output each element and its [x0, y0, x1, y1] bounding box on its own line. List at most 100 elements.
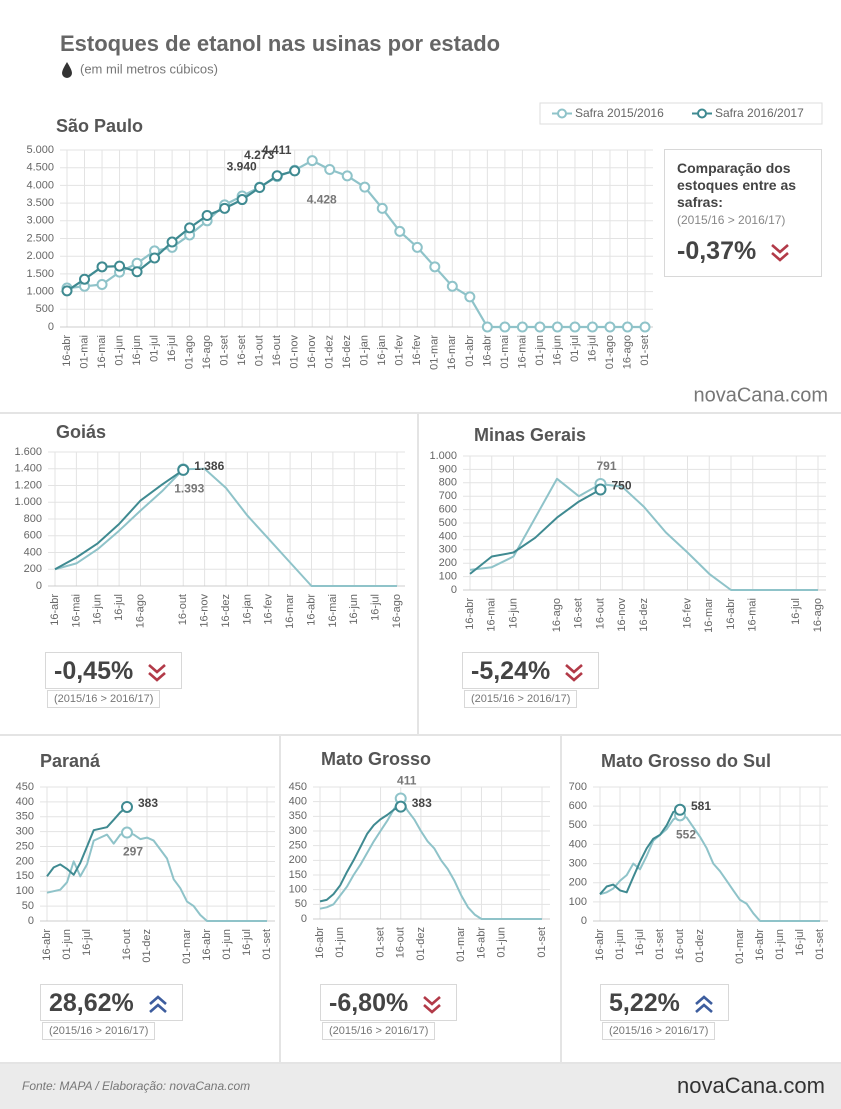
y-tick-label: 150 [16, 870, 34, 882]
page-title: Estoques de etanol nas usinas por estado [60, 31, 500, 56]
x-tick-label: 16-jul [794, 929, 806, 956]
note-box: (2015/16 > 2016/17) [322, 1022, 436, 1040]
y-tick-label: 350 [16, 811, 34, 823]
x-tick-label: 01-mai [78, 335, 90, 369]
chart-title: Mato Grosso do Sul [601, 751, 771, 771]
change-row: -0,37% [677, 237, 809, 266]
x-tick-label: 16-jun [507, 598, 519, 629]
change-box: 5,22% [600, 984, 729, 1021]
point-marker [114, 260, 126, 272]
point-marker [289, 165, 301, 177]
y-tick-label: 400 [289, 796, 307, 808]
y-tick-label: 350 [289, 810, 307, 822]
point-marker [341, 170, 353, 182]
y-tick-label: 1.000 [14, 496, 42, 508]
x-tick-label: 16-jul [370, 594, 382, 621]
value-label: 581 [691, 799, 711, 813]
x-tick-label: 01-mar [734, 929, 746, 964]
x-tick-label: 16-abr [481, 335, 493, 367]
x-tick-label: 16-dez [220, 594, 232, 628]
y-tick-label: 400 [569, 838, 587, 850]
y-tick-label: 0 [28, 915, 34, 927]
x-tick-label: 16-mai [486, 598, 498, 632]
series-line [54, 467, 397, 587]
point-marker [534, 321, 546, 333]
comparison-heading: Comparação dos estoques entre as safras: [677, 160, 797, 210]
x-tick-label: 16-abr [754, 929, 766, 961]
point-marker [121, 826, 133, 839]
x-tick-label: 16-out [395, 927, 407, 958]
x-tick-label: 01-set [219, 335, 231, 366]
y-tick-label: 1.500 [26, 268, 54, 280]
series-line [46, 831, 267, 922]
point-marker [674, 803, 686, 816]
y-tick-label: 0 [36, 580, 42, 592]
chevron [695, 994, 713, 1005]
y-tick-label: 3.500 [26, 197, 54, 209]
change-value: 5,22% [609, 989, 680, 1017]
chevron [423, 995, 442, 1006]
point-marker [429, 261, 441, 273]
y-tick-label: 1.200 [14, 479, 42, 491]
y-tick-label: 500 [569, 819, 587, 831]
y-tick-label: 300 [439, 544, 457, 556]
note-box: (2015/16 > 2016/17) [602, 1022, 716, 1040]
y-tick-label: 200 [289, 854, 307, 866]
x-tick-label: 01-set [654, 929, 666, 960]
trend-arrow [771, 243, 790, 262]
point-marker [464, 291, 476, 303]
x-tick-label: 16-jan [376, 335, 388, 366]
x-tick-label: 01-set [536, 927, 548, 958]
x-tick-label: 01-ago [604, 335, 616, 369]
series-line [46, 806, 128, 877]
x-tick-label: 16-dez [638, 598, 650, 632]
x-tick-label: 16-jul [81, 929, 93, 956]
drop-icon [62, 62, 72, 78]
point-marker [236, 194, 248, 206]
series-line [599, 808, 681, 895]
x-tick-label: 16-ago [134, 594, 146, 628]
point-marker [586, 321, 598, 333]
chevron [148, 671, 167, 682]
point-marker [201, 209, 213, 221]
change-value: -5,24% [471, 657, 551, 685]
x-tick-label: 01-jun [496, 927, 508, 958]
y-tick-label: 400 [24, 546, 42, 558]
x-tick-label: 01-dez [694, 929, 706, 963]
change-value: -6,80% [329, 989, 409, 1017]
x-tick-label: 16-out [121, 929, 133, 960]
x-tick-label: 16-mai [516, 335, 528, 369]
y-tick-label: 100 [569, 896, 587, 908]
x-tick-label: 01-mar [429, 335, 441, 370]
x-tick-label: 01-jun [221, 929, 233, 960]
x-tick-label: 16-ago [551, 598, 563, 632]
x-tick-label: 16-mar [284, 594, 296, 629]
x-tick-label: 16-abr [61, 335, 73, 367]
x-tick-label: 16-dez [341, 335, 353, 369]
y-tick-label: 450 [16, 781, 34, 793]
point-marker [271, 170, 283, 182]
note-box: (2015/16 > 2016/17) [464, 690, 578, 708]
y-tick-label: 0 [581, 915, 587, 927]
y-tick-label: 1.600 [14, 446, 42, 458]
y-tick-label: 1.000 [429, 450, 457, 462]
x-tick-label: 16-nov [199, 594, 211, 628]
x-tick-label: 16-fev [411, 335, 423, 366]
x-tick-label: 16-abr [475, 927, 487, 959]
y-tick-label: 400 [16, 796, 34, 808]
point-marker [121, 800, 133, 813]
x-tick-label: 16-set [236, 335, 248, 366]
point-marker [499, 321, 511, 333]
x-tick-label: 01-mar [181, 929, 193, 964]
x-tick-label: 16-out [594, 598, 606, 629]
trend-arrow [148, 663, 167, 682]
chevron [148, 1002, 167, 1013]
x-tick-label: 16-mar [446, 335, 458, 370]
x-tick-label: 16-abr [41, 929, 53, 961]
y-tick-label: 200 [16, 855, 34, 867]
point-marker [376, 202, 388, 214]
logo: novaCana.com [677, 1073, 825, 1098]
x-tick-label: 01-set [639, 335, 651, 366]
y-tick-label: 600 [439, 504, 457, 516]
